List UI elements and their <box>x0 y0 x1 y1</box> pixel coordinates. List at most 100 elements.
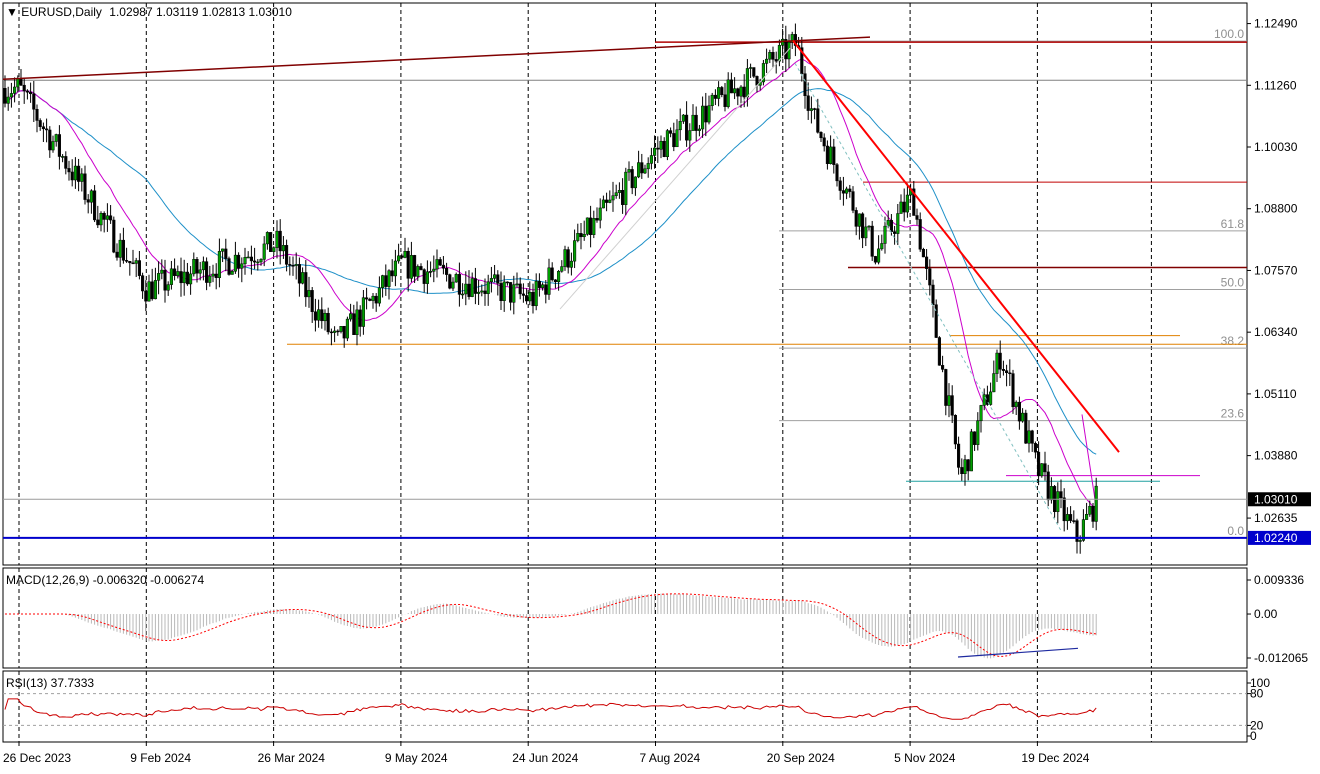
bull-candle <box>221 248 225 252</box>
candle <box>502 275 506 312</box>
candle <box>419 263 423 271</box>
bull-candle <box>582 233 586 238</box>
bear-candle <box>1075 520 1079 542</box>
candle <box>256 258 260 271</box>
candle <box>435 249 439 278</box>
bull-candle <box>192 259 196 275</box>
candle <box>880 234 884 251</box>
bear-candle <box>112 219 116 253</box>
date-tick-label: 26 Mar 2024 <box>258 751 326 765</box>
candle <box>99 211 103 232</box>
candle <box>998 340 1002 379</box>
candle <box>163 259 167 303</box>
bear-candle <box>438 259 442 266</box>
candle <box>313 298 317 332</box>
candle <box>496 270 500 296</box>
candle <box>336 329 340 336</box>
candle <box>589 205 593 248</box>
candle <box>121 227 125 264</box>
bear-candle <box>214 273 218 278</box>
candle <box>387 269 391 300</box>
rsi-tick-label: 80 <box>1250 687 1264 701</box>
bear-candle <box>32 93 36 110</box>
bear-candle <box>336 330 340 333</box>
candle <box>176 265 180 279</box>
candle <box>729 72 733 94</box>
candle <box>915 208 919 225</box>
candle <box>1059 479 1063 509</box>
bear-candle <box>205 261 209 283</box>
candle <box>761 59 765 86</box>
candle <box>509 282 513 311</box>
candle <box>70 159 74 187</box>
current-price-box <box>1248 492 1311 507</box>
bull-candle <box>691 114 695 131</box>
candle <box>102 211 106 233</box>
bull-candle <box>377 287 381 304</box>
bull-candle <box>646 163 650 170</box>
bull-candle <box>745 68 749 98</box>
candle <box>646 157 650 178</box>
rising-channel-line <box>559 47 791 310</box>
bull-candle <box>1088 505 1092 515</box>
candle <box>192 252 196 277</box>
candle <box>413 254 417 284</box>
bull-candle <box>717 87 721 99</box>
candle <box>381 274 385 298</box>
candle <box>211 264 215 283</box>
candle <box>301 267 305 285</box>
bear-candle <box>115 251 119 258</box>
candle <box>221 248 225 263</box>
bull-candle <box>169 268 173 285</box>
candle <box>835 162 839 187</box>
bear-candle <box>685 114 689 141</box>
bear-candle <box>358 309 362 327</box>
symbol-label: EURUSD,Daily <box>21 5 102 19</box>
candle <box>137 250 141 280</box>
date-tick-label: 26 Dec 2023 <box>3 751 71 765</box>
candle <box>877 235 881 265</box>
candle <box>749 63 753 78</box>
candle <box>681 114 685 124</box>
candle <box>707 95 711 125</box>
candle <box>214 263 218 290</box>
candle <box>182 259 186 296</box>
bull-candle <box>969 431 973 472</box>
candle <box>905 183 909 218</box>
bear-candle <box>605 199 609 203</box>
bear-candle <box>448 274 452 289</box>
bull-candle <box>454 274 458 283</box>
bull-candle <box>947 395 951 406</box>
candle <box>400 253 404 260</box>
candle <box>665 129 669 161</box>
bull-candle <box>1056 491 1060 512</box>
candle <box>899 194 903 214</box>
candle <box>355 301 359 346</box>
candle <box>217 238 221 288</box>
rsi-tick-label: 100 <box>1250 676 1270 690</box>
bear-candle <box>384 275 388 287</box>
candle <box>838 176 842 200</box>
bull-candle <box>880 243 884 250</box>
bull-candle <box>547 267 551 295</box>
candle <box>829 135 833 165</box>
bear-candle <box>125 260 129 262</box>
candle <box>781 28 785 59</box>
candle <box>294 252 298 280</box>
candle <box>397 243 401 264</box>
bull-candle <box>1078 540 1082 542</box>
bear-candle <box>784 39 788 60</box>
bear-candle <box>771 52 775 60</box>
bull-candle <box>701 105 705 130</box>
candle <box>717 81 721 107</box>
candle <box>854 207 858 236</box>
bear-candle <box>179 271 183 284</box>
candle <box>189 266 193 295</box>
candle <box>416 264 420 281</box>
bear-candle <box>185 271 189 285</box>
collapse-triangle-icon[interactable]: ▼ <box>6 5 18 19</box>
candle <box>320 297 324 329</box>
candle <box>150 268 154 301</box>
date-tick-label: 9 Feb 2024 <box>130 751 191 765</box>
candle <box>621 178 625 214</box>
